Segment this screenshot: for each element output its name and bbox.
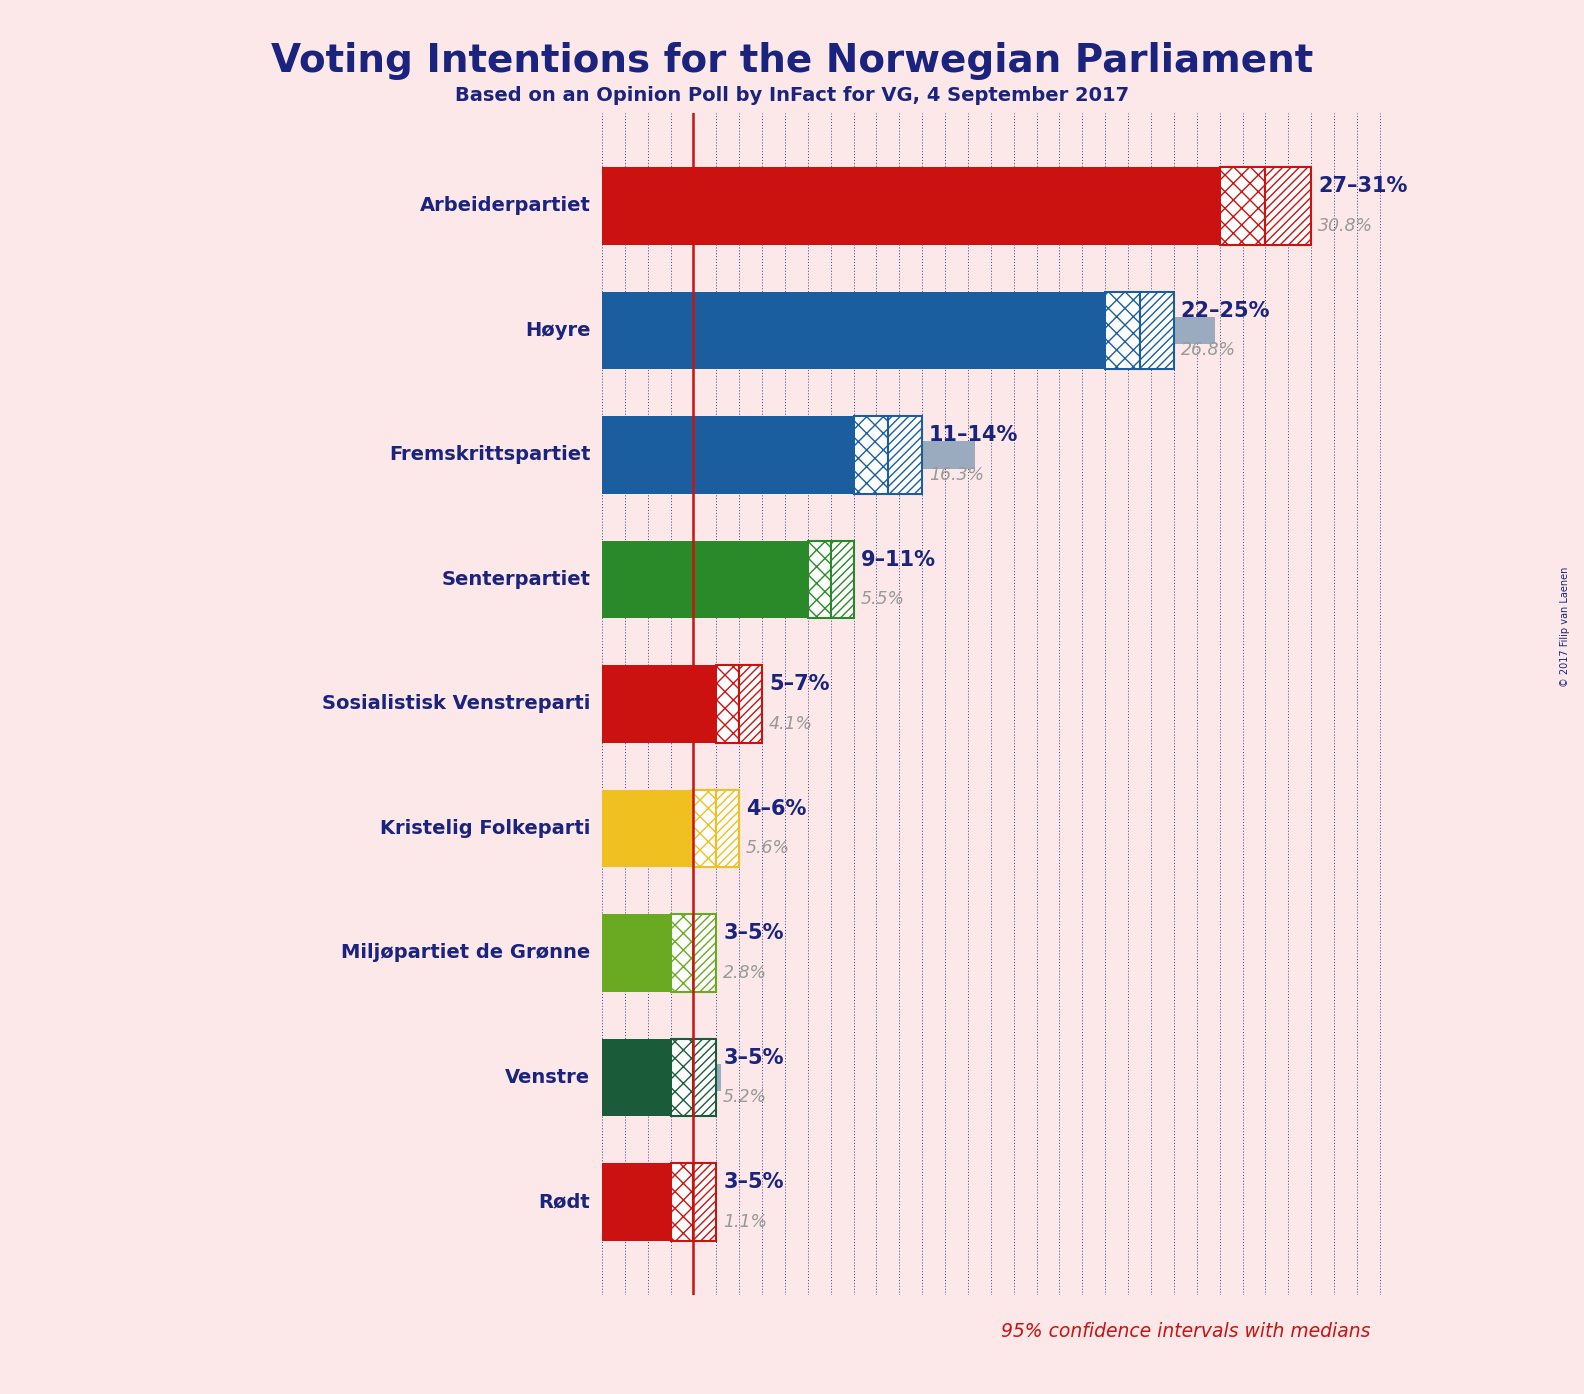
Bar	[1266, 167, 1312, 244]
Bar	[602, 541, 808, 618]
Bar	[670, 1164, 694, 1241]
Text: Arbeiderpartiet: Arbeiderpartiet	[420, 197, 591, 216]
Bar	[1220, 167, 1266, 244]
Text: 3–5%: 3–5%	[724, 923, 784, 944]
Bar	[854, 417, 889, 493]
Bar	[670, 1039, 694, 1117]
Bar	[602, 914, 670, 991]
Text: 1.1%: 1.1%	[724, 1213, 767, 1231]
Bar	[1106, 291, 1139, 369]
Text: Miljøpartiet de Grønne: Miljøpartiet de Grønne	[341, 944, 591, 962]
Bar	[808, 541, 830, 618]
Text: 3–5%: 3–5%	[724, 1172, 784, 1192]
Text: 5–7%: 5–7%	[768, 675, 830, 694]
Bar	[716, 665, 740, 743]
Bar	[602, 790, 694, 867]
Bar	[602, 442, 974, 468]
Bar	[602, 291, 1106, 369]
Bar	[694, 790, 716, 867]
Text: 2.8%: 2.8%	[724, 963, 767, 981]
Text: Høyre: Høyre	[524, 321, 591, 340]
Bar	[694, 1164, 716, 1241]
Text: 30.8%: 30.8%	[1318, 217, 1373, 234]
Bar	[602, 316, 1215, 344]
Text: 4–6%: 4–6%	[746, 799, 806, 818]
Text: 26.8%: 26.8%	[1180, 342, 1236, 360]
Bar	[694, 1039, 716, 1117]
Bar	[602, 1164, 670, 1241]
Bar	[716, 790, 740, 867]
Text: 11–14%: 11–14%	[930, 425, 1019, 445]
Bar	[1139, 291, 1174, 369]
Bar	[670, 914, 694, 991]
Text: 9–11%: 9–11%	[860, 549, 936, 570]
Text: Senterpartiet: Senterpartiet	[442, 570, 591, 590]
Text: 5.2%: 5.2%	[724, 1089, 767, 1107]
Text: 22–25%: 22–25%	[1180, 301, 1270, 321]
Text: Rødt: Rødt	[539, 1192, 591, 1211]
Text: 5.5%: 5.5%	[860, 591, 904, 608]
Text: 16.3%: 16.3%	[930, 466, 984, 484]
Bar	[602, 940, 665, 966]
Bar	[602, 665, 716, 743]
Text: © 2017 Filip van Laenen: © 2017 Filip van Laenen	[1560, 567, 1570, 687]
Bar	[694, 914, 716, 991]
Text: Kristelig Folkeparti: Kristelig Folkeparti	[380, 818, 591, 838]
Bar	[602, 167, 1220, 244]
Bar	[602, 814, 730, 842]
Text: Fremskrittspartiet: Fremskrittspartiet	[390, 446, 591, 464]
Bar	[602, 1188, 627, 1216]
Text: 4.1%: 4.1%	[768, 715, 813, 733]
Bar	[602, 1064, 721, 1092]
Bar	[602, 690, 695, 718]
Text: 27–31%: 27–31%	[1318, 176, 1408, 197]
Bar	[889, 417, 922, 493]
Text: 5.6%: 5.6%	[746, 839, 790, 857]
Bar	[740, 665, 762, 743]
Text: 95% confidence intervals with medians: 95% confidence intervals with medians	[1001, 1322, 1370, 1341]
Text: Sosialistisk Venstreparti: Sosialistisk Venstreparti	[322, 694, 591, 714]
Text: Voting Intentions for the Norwegian Parliament: Voting Intentions for the Norwegian Parl…	[271, 42, 1313, 79]
Bar	[602, 1039, 670, 1117]
Bar	[602, 192, 1307, 220]
Text: Based on an Opinion Poll by InFact for VG, 4 September 2017: Based on an Opinion Poll by InFact for V…	[455, 86, 1129, 106]
Bar	[602, 566, 727, 594]
Bar	[830, 541, 854, 618]
Text: 3–5%: 3–5%	[724, 1047, 784, 1068]
Bar	[602, 417, 854, 493]
Text: Venstre: Venstre	[505, 1068, 591, 1087]
